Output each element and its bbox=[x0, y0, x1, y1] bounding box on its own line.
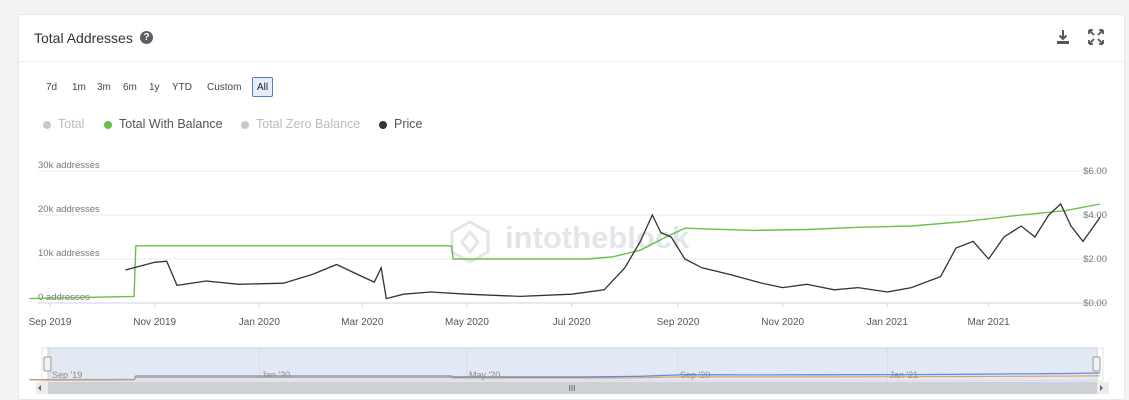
chart-card: Total Addresses ? 7d 1m 3m 6m 1y YTD Cus… bbox=[18, 14, 1125, 400]
scroll-right-arrow-icon[interactable] bbox=[1100, 385, 1103, 391]
navigator-handle-right[interactable] bbox=[1092, 356, 1101, 372]
x-tick-label: Sep 2019 bbox=[29, 317, 72, 328]
legend-label: Total Zero Balance bbox=[256, 117, 361, 131]
series-line-price bbox=[125, 202, 1101, 300]
range-button-7d[interactable]: 7d bbox=[46, 82, 58, 93]
range-button-1m[interactable]: 1m bbox=[72, 82, 86, 93]
legend-dot bbox=[104, 121, 112, 129]
series-line-total-with-balance bbox=[29, 203, 1101, 300]
y-tick-label-left: 30k addresses bbox=[38, 160, 100, 171]
x-tick-label: Nov 2019 bbox=[133, 317, 176, 328]
x-tick-label: Mar 2021 bbox=[967, 317, 1010, 328]
legend-label: Total With Balance bbox=[119, 117, 223, 131]
legend-dot bbox=[43, 121, 51, 129]
range-button-1y[interactable]: 1y bbox=[149, 82, 160, 93]
range-button-6m[interactable]: 6m bbox=[123, 82, 137, 93]
navigator-label: May '20 bbox=[469, 370, 500, 380]
card-header: Total Addresses ? bbox=[19, 15, 1124, 62]
y-tick-label-right: $2.00 bbox=[1083, 254, 1107, 265]
x-tick-label: Jan 2021 bbox=[867, 317, 909, 328]
x-tick-label: Mar 2020 bbox=[341, 317, 384, 328]
y-tick-label-right: $6.00 bbox=[1083, 166, 1107, 177]
watermark-logo-icon bbox=[450, 220, 490, 264]
y-tick-label-right: $0.00 bbox=[1083, 298, 1107, 309]
legend-label: Price bbox=[394, 117, 423, 131]
watermark: intotheblock bbox=[505, 220, 690, 255]
scroll-left-arrow-icon[interactable] bbox=[38, 385, 41, 391]
scrollbar-grip: III bbox=[569, 384, 576, 393]
legend-dot bbox=[379, 121, 387, 129]
navigator-handle-left[interactable] bbox=[43, 356, 52, 372]
navigator-label: Sep '19 bbox=[52, 370, 82, 380]
navigator-label: Jan '20 bbox=[261, 370, 290, 380]
navigator-series-line bbox=[29, 375, 1101, 381]
range-button-3m[interactable]: 3m bbox=[97, 82, 111, 93]
download-icon[interactable] bbox=[1055, 29, 1071, 45]
legend-dot bbox=[241, 121, 249, 129]
x-tick-label: May 2020 bbox=[445, 317, 489, 328]
y-tick-label-right: $4.00 bbox=[1083, 210, 1107, 221]
legend-label: Total bbox=[58, 117, 85, 131]
x-tick-label: Jul 2020 bbox=[553, 317, 591, 328]
range-button-all[interactable]: All bbox=[252, 77, 274, 97]
x-tick-label: Sep 2020 bbox=[657, 317, 700, 328]
x-tick-label: Jan 2020 bbox=[239, 317, 281, 328]
x-tick-label: Nov 2020 bbox=[761, 317, 804, 328]
scrollbar-thumb[interactable] bbox=[48, 382, 1097, 394]
help-icon[interactable]: ? bbox=[140, 31, 153, 44]
expand-icon[interactable] bbox=[1088, 29, 1104, 45]
page-title: Total Addresses bbox=[34, 30, 133, 46]
range-button-custom[interactable]: Custom bbox=[207, 82, 242, 93]
range-button-ytd[interactable]: YTD bbox=[172, 82, 192, 93]
y-tick-label-left: 20k addresses bbox=[38, 204, 100, 215]
navigator-series-line bbox=[29, 372, 1101, 381]
y-tick-label-left: 10k addresses bbox=[38, 248, 100, 259]
